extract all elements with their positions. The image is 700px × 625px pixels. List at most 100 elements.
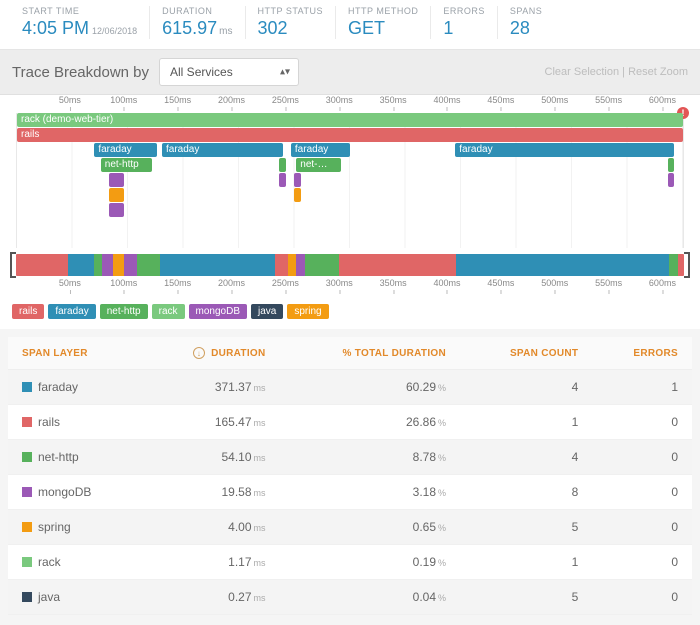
stat-value: 1 — [443, 18, 485, 39]
density-strip[interactable] — [16, 254, 684, 276]
stat-duration: DURATION 615.97ms — [150, 6, 245, 39]
span-table: SPAN LAYER↓DURATION% TOTAL DURATIONSPAN … — [8, 337, 692, 615]
span-bar[interactable] — [668, 173, 674, 187]
cell-layer: net-http — [8, 440, 142, 475]
cell-duration: 54.10ms — [142, 440, 280, 475]
span-bar[interactable] — [109, 203, 124, 217]
col-errors[interactable]: ERRORS — [592, 337, 692, 370]
stat-label: START TIME — [22, 6, 137, 16]
stat-value: 28 — [510, 18, 542, 39]
col-pct[interactable]: % TOTAL DURATION — [280, 337, 461, 370]
axis-tick: 200ms — [218, 278, 245, 288]
table-row[interactable]: faraday 371.37ms 60.29% 4 1 — [8, 370, 692, 405]
span-bar[interactable] — [279, 158, 285, 172]
stat-http-status: HTTP STATUS 302 — [246, 6, 337, 39]
axis-tick: 600ms — [649, 278, 676, 288]
legend-chip-net-http[interactable]: net-http — [100, 304, 148, 319]
axis-tick: 500ms — [541, 95, 568, 105]
waterfall-timeline[interactable]: ! rack (demo-web-tier)railsfaradaynet-ht… — [16, 113, 684, 248]
cell-errors: 1 — [592, 370, 692, 405]
legend-chip-rack[interactable]: rack — [152, 304, 185, 319]
color-swatch — [22, 522, 32, 532]
cell-count: 1 — [460, 545, 592, 580]
span-bar[interactable]: faraday — [162, 143, 283, 157]
col-duration[interactable]: ↓DURATION — [142, 337, 280, 370]
density-seg — [68, 254, 94, 276]
axis-tick: 100ms — [110, 95, 137, 105]
cell-count: 8 — [460, 475, 592, 510]
stat-label: ERRORS — [443, 6, 485, 16]
zoom-handle-right[interactable] — [684, 252, 690, 278]
span-bar[interactable]: rails — [17, 128, 683, 142]
axis-tick: 50ms — [59, 278, 81, 288]
cell-count: 5 — [460, 580, 592, 615]
span-bar[interactable] — [668, 158, 674, 172]
span-bar[interactable]: faraday — [455, 143, 674, 157]
sort-desc-icon: ↓ — [193, 347, 205, 359]
table-row[interactable]: rails 165.47ms 26.86% 1 0 — [8, 405, 692, 440]
density-seg — [296, 254, 305, 276]
legend-chip-mongoDB[interactable]: mongoDB — [189, 304, 247, 319]
cell-layer: mongoDB — [8, 475, 142, 510]
table-row[interactable]: java 0.27ms 0.04% 5 0 — [8, 580, 692, 615]
density-seg — [113, 254, 124, 276]
chevron-updown-icon: ▴▾ — [280, 67, 290, 78]
axis-tick: 300ms — [326, 95, 353, 105]
axis-tick: 550ms — [595, 95, 622, 105]
stat-suffix: 12/06/2018 — [92, 26, 137, 36]
density-seg — [275, 254, 288, 276]
cell-errors: 0 — [592, 510, 692, 545]
cell-errors: 0 — [592, 440, 692, 475]
density-seg — [124, 254, 137, 276]
span-bar[interactable]: rack (demo-web-tier) — [17, 113, 683, 127]
cell-duration: 371.37ms — [142, 370, 280, 405]
axis-tick: 350ms — [380, 95, 407, 105]
legend-chip-spring[interactable]: spring — [287, 304, 328, 319]
color-swatch — [22, 382, 32, 392]
cell-layer: faraday — [8, 370, 142, 405]
table-row[interactable]: spring 4.00ms 0.65% 5 0 — [8, 510, 692, 545]
span-bar[interactable]: faraday — [291, 143, 350, 157]
span-bar[interactable] — [109, 173, 124, 187]
service-select[interactable]: All Services ▴▾ — [159, 58, 299, 86]
density-seg — [339, 254, 371, 276]
cell-pct: 3.18% — [280, 475, 461, 510]
table-row[interactable]: mongoDB 19.58ms 3.18% 8 0 — [8, 475, 692, 510]
axis-tick: 100ms — [110, 278, 137, 288]
color-swatch — [22, 557, 32, 567]
table-row[interactable]: rack 1.17ms 0.19% 1 0 — [8, 545, 692, 580]
span-bar[interactable]: net-http — [101, 158, 153, 172]
density-seg — [137, 254, 161, 276]
axis-tick: 500ms — [541, 278, 568, 288]
stat-suffix: ms — [219, 26, 232, 37]
cell-errors: 0 — [592, 545, 692, 580]
axis-tick: 200ms — [218, 95, 245, 105]
span-bar[interactable]: faraday — [94, 143, 156, 157]
col-count[interactable]: SPAN COUNT — [460, 337, 592, 370]
legend: rails faraday net-http rack mongoDB java sprin… — [0, 298, 700, 329]
clear-reset-links[interactable]: Clear Selection | Reset Zoom — [545, 66, 688, 78]
density-seg — [372, 254, 456, 276]
service-select-value: All Services — [170, 65, 233, 79]
span-bar[interactable] — [294, 173, 300, 187]
legend-chip-rails[interactable]: rails — [12, 304, 44, 319]
col-layer[interactable]: SPAN LAYER — [8, 337, 142, 370]
table-row[interactable]: net-http 54.10ms 8.78% 4 0 — [8, 440, 692, 475]
density-seg — [16, 254, 68, 276]
cell-errors: 0 — [592, 580, 692, 615]
axis-bottom: 50ms100ms150ms200ms250ms300ms350ms400ms4… — [16, 278, 684, 294]
table-body: faraday 371.37ms 60.29% 4 1 rails 165.47… — [8, 370, 692, 615]
span-bar[interactable] — [279, 173, 285, 187]
legend-chip-java[interactable]: java — [251, 304, 283, 319]
span-bar[interactable]: net-… — [296, 158, 341, 172]
axis-tick: 300ms — [326, 278, 353, 288]
trace-chart: 50ms100ms150ms200ms250ms300ms350ms400ms4… — [0, 95, 700, 298]
axis-tick: 550ms — [595, 278, 622, 288]
axis-tick: 400ms — [433, 95, 460, 105]
span-bar[interactable] — [294, 188, 300, 202]
cell-errors: 0 — [592, 405, 692, 440]
cell-count: 5 — [460, 510, 592, 545]
legend-chip-faraday[interactable]: faraday — [48, 304, 95, 319]
span-bar[interactable] — [109, 188, 124, 202]
breakdown-bar: Trace Breakdown by All Services ▴▾ Clear… — [0, 50, 700, 95]
